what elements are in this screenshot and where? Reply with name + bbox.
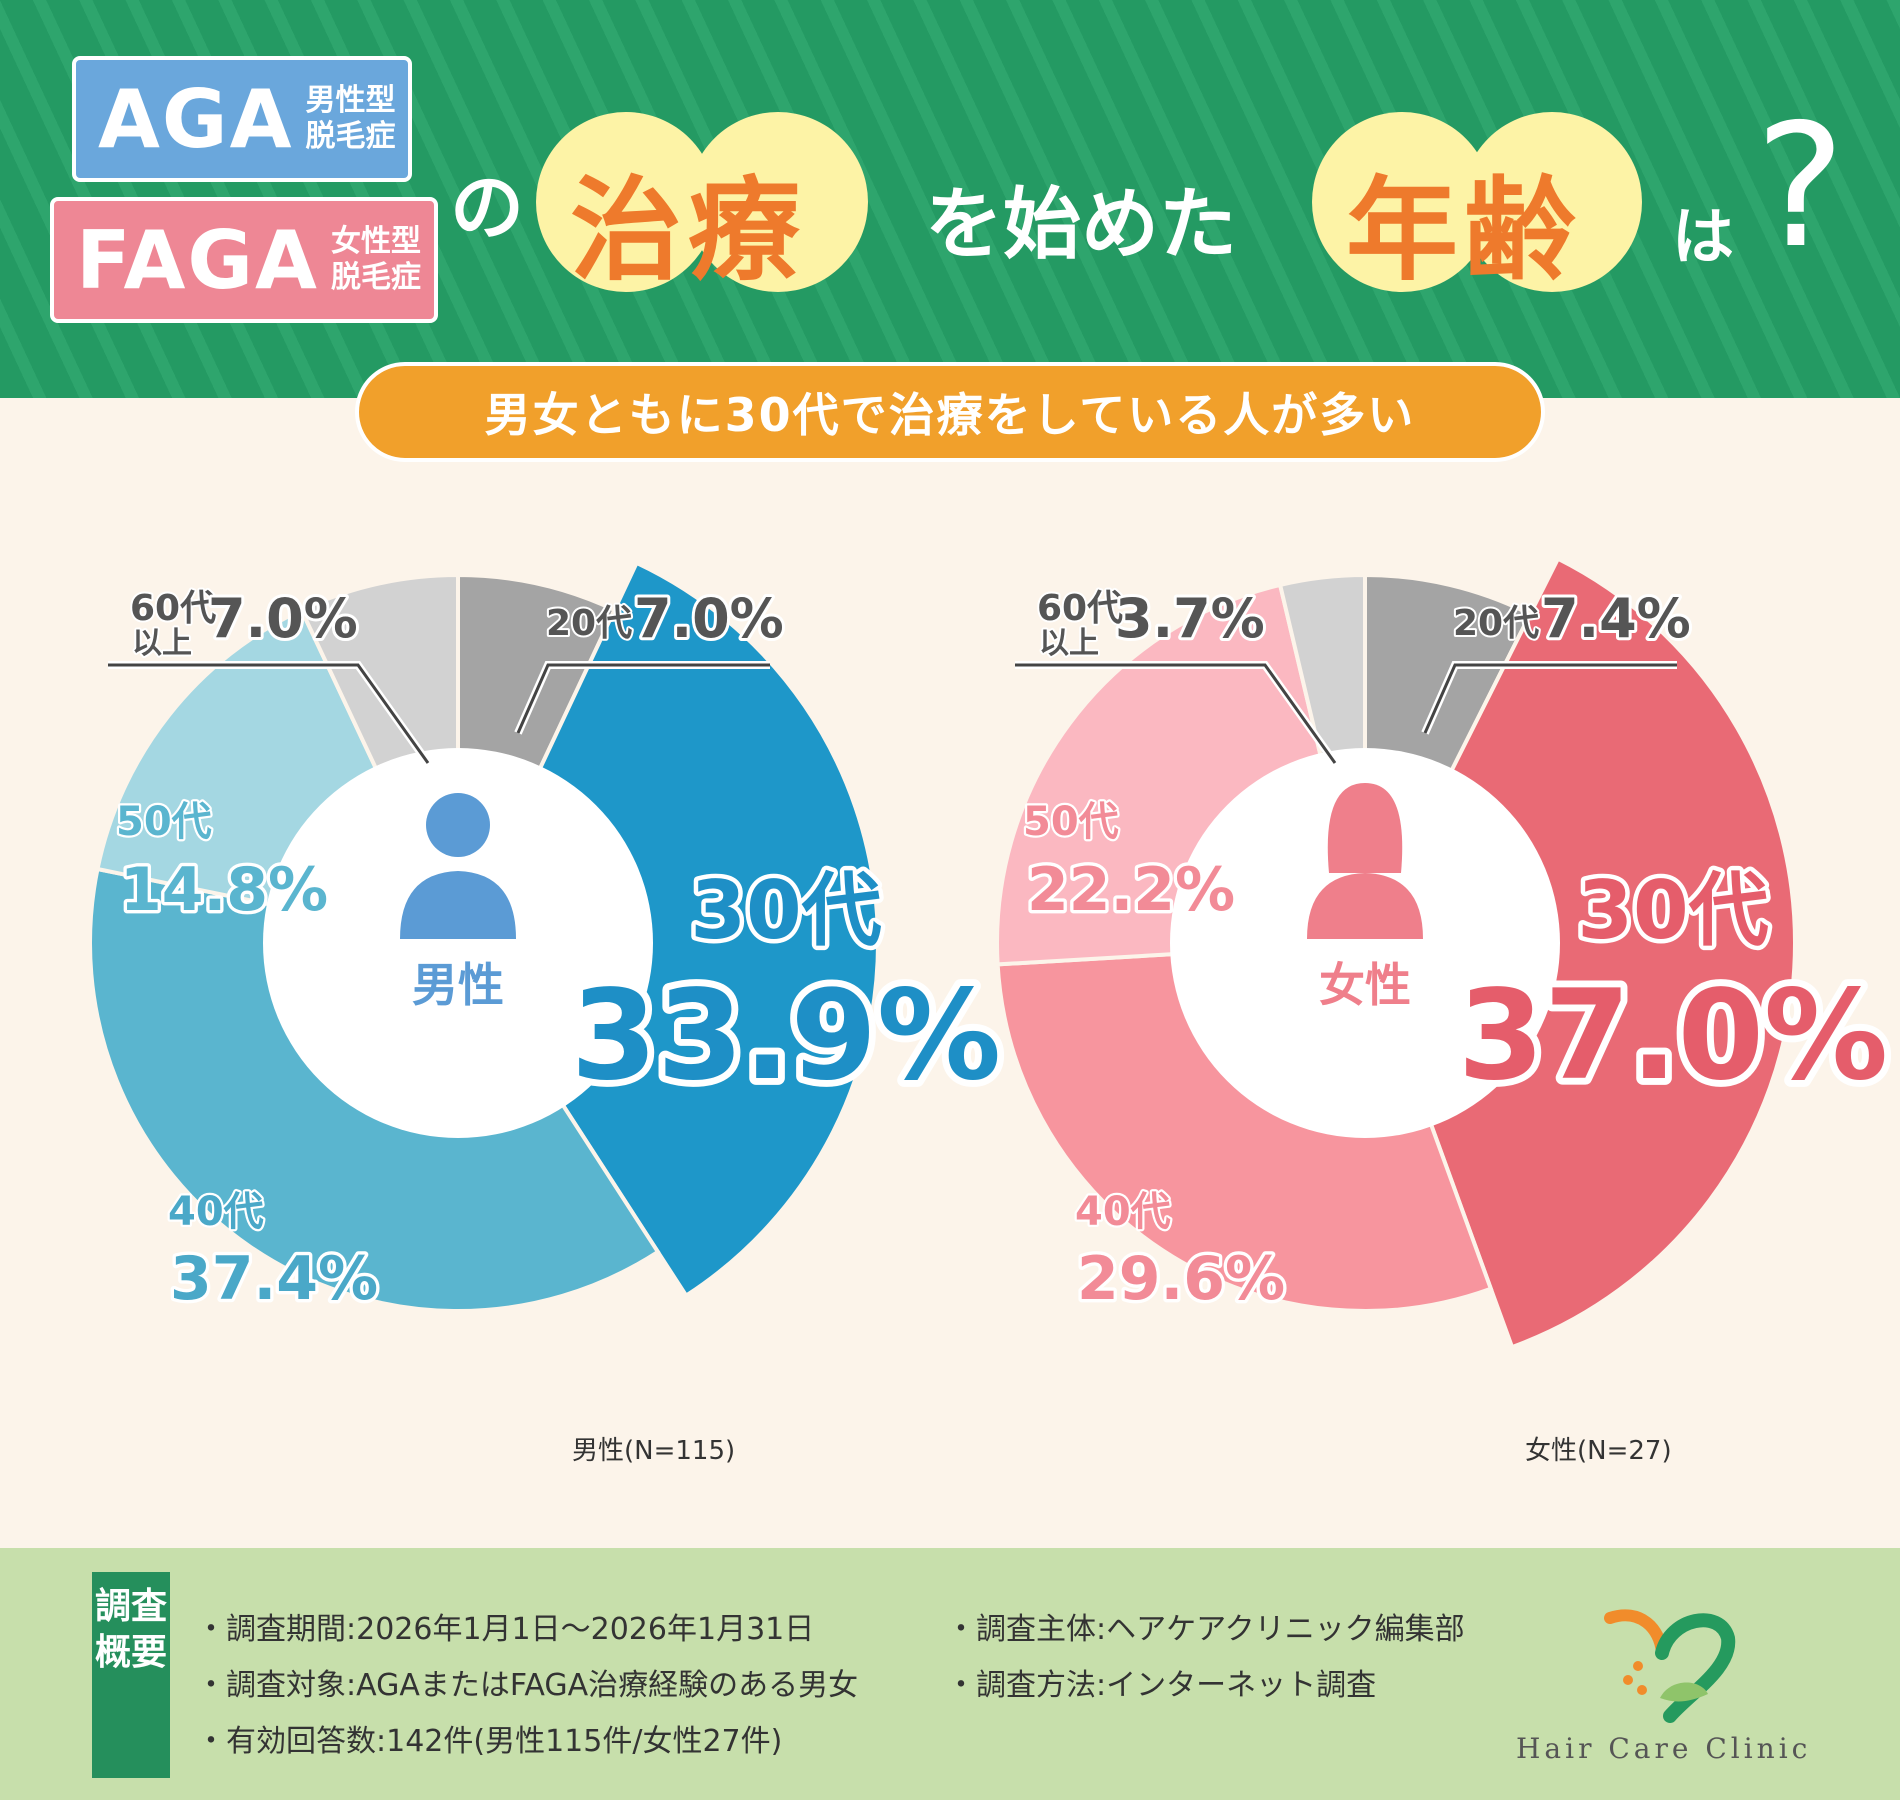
donut-hole xyxy=(1170,748,1560,1138)
label-50-pct: 22.2% xyxy=(1027,855,1235,925)
title-bubble-2b xyxy=(1462,112,1642,292)
title-highlight-age: 年齢 xyxy=(1346,166,1582,296)
clinic-logo-icon xyxy=(1604,1609,1736,1723)
title-middle: を始めた xyxy=(925,180,1238,270)
faga-line2: 脱毛症 xyxy=(330,260,421,295)
label-20-cat: 20代 xyxy=(1453,603,1539,644)
subtitle-banner: 男女ともに30代で治療をしている人が多い xyxy=(355,362,1545,462)
clinic-logo-text: Hair Care Clinic xyxy=(1516,1732,1812,1765)
label-40-cat: 40代 xyxy=(168,1189,264,1235)
label-20-pct: 7.4% xyxy=(1541,587,1691,650)
label-60-cat1: 60代 xyxy=(1037,588,1123,629)
label-60-cat2: 以上 xyxy=(132,626,192,661)
center-label: 男性 xyxy=(412,958,504,1012)
label-30-pct: 33.9% xyxy=(571,964,1001,1108)
title-bubble-1a xyxy=(536,112,716,292)
aga-line1: 男性型 xyxy=(305,83,396,118)
label-60-cat1: 60代 xyxy=(130,588,216,629)
header-banner: AGA 男性型 脱毛症 FAGA 女性型 脱毛症 の 治療 を始めた 年齢 は … xyxy=(0,0,1900,398)
survey-method: ・調査方法:インターネット調査 xyxy=(946,1668,1377,1703)
label-30-pct: 37.0% xyxy=(1458,964,1888,1108)
faga-line1: 女性型 xyxy=(330,224,421,259)
aga-abbr: AGA xyxy=(98,72,294,166)
title-highlight-treatment: 治療 xyxy=(570,166,806,296)
survey-footer xyxy=(0,1548,1900,1800)
female-person-icon xyxy=(1307,783,1423,939)
faga-badge: FAGA 女性型 脱毛症 xyxy=(50,197,438,323)
faga-desc: 女性型 脱毛症 xyxy=(331,224,421,296)
survey-tag: 調査概要 xyxy=(92,1572,170,1778)
label-40-pct: 29.6% xyxy=(1077,1244,1285,1314)
male-person-icon xyxy=(400,793,516,939)
label-40-pct: 37.4% xyxy=(170,1244,378,1314)
title-no: の xyxy=(450,165,524,251)
survey-period: ・調査期間:2026年1月1日〜2026年1月31日 xyxy=(196,1612,815,1647)
label-20-cat: 20代 xyxy=(546,603,632,644)
title-ha: は xyxy=(1672,200,1735,273)
aga-badge: AGA 男性型 脱毛症 xyxy=(72,56,412,182)
label-30-cat: 30代 xyxy=(1577,864,1768,957)
leader-lines xyxy=(1015,661,1677,766)
label-30-cat: 30代 xyxy=(690,864,881,957)
aga-line2: 脱毛症 xyxy=(305,119,396,154)
survey-target: ・調査対象:AGAまたはFAGA治療経験のある男女 xyxy=(196,1668,859,1703)
label-50-pct: 14.8% xyxy=(120,855,328,925)
label-60-pct: 3.7% xyxy=(1115,587,1265,650)
aga-desc: 男性型 脱毛症 xyxy=(306,83,396,155)
donut-hole xyxy=(263,748,653,1138)
survey-responses: ・有効回答数:142件(男性115件/女性27件) xyxy=(196,1724,783,1759)
label-50-cat: 50代 xyxy=(116,799,212,845)
center-label: 女性 xyxy=(1319,958,1411,1012)
label-60-pct: 7.0% xyxy=(208,587,358,650)
leader-lines xyxy=(108,661,770,766)
survey-organizer: ・調査主体:ヘアケアクリニック編集部 xyxy=(946,1612,1465,1647)
label-60-cat2: 以上 xyxy=(1039,626,1099,661)
label-20-pct: 7.0% xyxy=(634,587,784,650)
title-bubble-1b xyxy=(688,112,868,292)
female-n-label: 女性(N=27) xyxy=(1525,1436,1672,1466)
male-n-label: 男性(N=115) xyxy=(572,1436,736,1466)
label-40-cat: 40代 xyxy=(1075,1189,1171,1235)
label-50-cat: 50代 xyxy=(1023,799,1119,845)
faga-abbr: FAGA xyxy=(76,213,319,307)
question-mark: ? xyxy=(1755,88,1846,286)
